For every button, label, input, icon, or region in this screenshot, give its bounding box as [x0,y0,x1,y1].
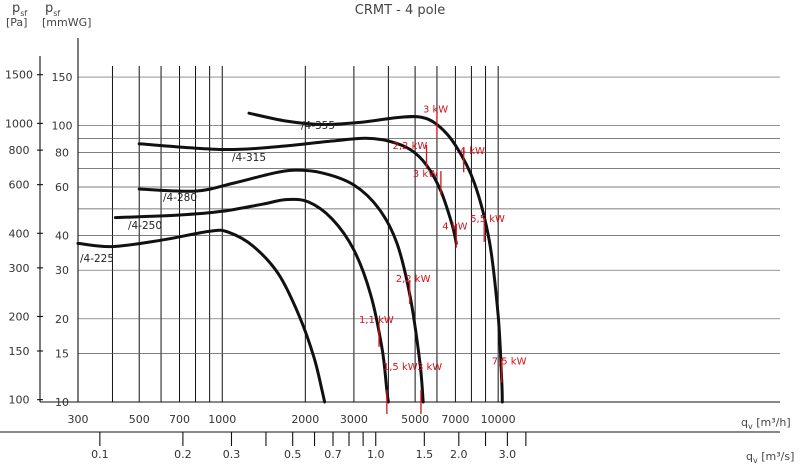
y-tick-label-mmwg: 60 [55,181,69,194]
x-tick-label-m3s: 2.0 [450,448,468,461]
x-tick-label-m3h: 1000 [208,413,236,426]
x-label-bottom: qv [m³/s] [746,450,794,464]
fan-curve-4-250 [113,197,390,404]
fan-curve-4-315 [137,136,458,245]
x-tick-label-m3s: 1.0 [367,448,385,461]
x-tick-label-m3h: 500 [129,413,150,426]
x-tick-label-m3s: 1.5 [416,448,434,461]
x-tick-label-m3h: 7000 [441,413,469,426]
svg-text:[Pa]: [Pa] [6,16,27,29]
x-tick-label-m3s: 0.2 [174,448,192,461]
x-tick-label-m3h: 700 [169,413,190,426]
x-tick-label-m3h: 300 [68,413,89,426]
x-tick-label-m3s: 0.5 [284,448,302,461]
y-label-right: psf [mmWG] [42,1,91,29]
svg-text:qv [m³/h]: qv [m³/h] [741,416,791,431]
motor-power-label: 4 kW [442,222,467,233]
x-tick-label-m3h: 3000 [340,413,368,426]
y-tick-label-mmwg: 30 [55,264,69,277]
svg-text:psf: psf [12,1,27,18]
y-tick-label-pa: 800 [9,144,30,157]
svg-text:qv [m³/s]: qv [m³/s] [746,450,794,464]
y-tick-label-pa: 400 [9,227,30,240]
y-tick-label-mmwg: 20 [55,313,69,326]
motor-markers: 3 kW2,2 kW 4 kW3 kW4 kW5,5 kW2,2 kW1,1 kW… [359,105,527,414]
motor-power-label: 1,1 kW [359,315,394,326]
y-tick-label-pa: 300 [9,262,30,275]
y-tick-label-mmwg: 15 [55,347,69,360]
y-tick-label-pa: 1000 [5,117,33,130]
x-tick-label-m3h: 10000 [481,413,516,426]
motor-power-label: 3 kW [413,169,438,180]
y-tick-label-mmwg: 10 [55,396,69,409]
svg-text:[mmWG]: [mmWG] [42,16,91,29]
motor-power-label: 2,2 kW [393,141,428,152]
fan-curve-label: /4-315 [232,152,266,164]
y-tick-label-pa: 200 [9,310,30,323]
motor-power-label: 2,2 kW [396,274,431,285]
y-tick-label-pa: 1500 [5,69,33,82]
y-tick-label-pa: 600 [9,179,30,192]
y-tick-label-mmwg: 80 [55,146,69,159]
x-tick-label-m3s: 3.0 [499,448,517,461]
motor-power-label: 1,5 kW [383,362,418,373]
x-label-top: qv [m³/h] [741,416,791,431]
motor-power-label: 5,5 kW [470,214,505,225]
x-tick-label-m3s: 0.3 [223,448,241,461]
fan-curves: /4-225/4-250/4-280/4-315/4-355 [76,111,504,404]
y-tick-label-mmwg: 40 [55,230,69,243]
motor-power-label: 3 kW [423,105,448,116]
x-tick-label-m3s: 0.7 [324,448,342,461]
x-tick-label-m3h: 2000 [291,413,319,426]
fan-curve-label: /4-355 [301,120,335,132]
axis-ticks: 10 15 20 30 40 60 80 100 150 100 150 200 300 400 600 80… [5,56,527,461]
fan-curve-label: /4-280 [163,192,197,204]
y-tick-label-pa: 150 [9,345,30,358]
svg-text:psf: psf [45,1,60,18]
x-tick-label-m3h: 5000 [401,413,429,426]
y-label-left: psf [Pa] [6,1,27,29]
motor-power-label: 4 kW [460,146,485,157]
y-tick-label-mmwg: 100 [52,120,73,133]
fan-curve-4-225 [76,228,327,404]
chart-title: CRMT - 4 pole [355,3,445,18]
fan-curve-label: /4-225 [80,253,114,265]
y-tick-label-mmwg: 150 [52,71,73,84]
fan-curve-4-280 [137,168,425,404]
x-tick-label-m3s: 0.1 [91,448,109,461]
fan-curve-label: /4-250 [128,220,162,232]
y-tick-label-pa: 100 [9,394,30,407]
motor-power-label: 3 kW [417,362,442,373]
motor-power-label: 7,5 kW [492,357,527,368]
